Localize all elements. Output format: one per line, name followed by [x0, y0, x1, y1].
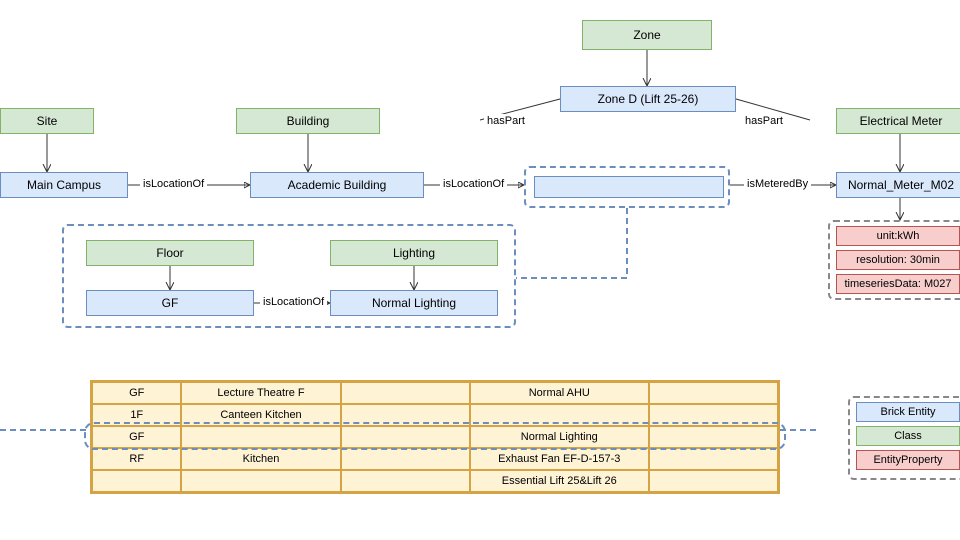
class-electrical-meter: Electrical Meter	[836, 108, 960, 134]
table-cell	[92, 470, 181, 492]
legend: Brick Entity Class EntityProperty	[848, 396, 960, 480]
table-cell: Lecture Theatre F	[181, 382, 340, 404]
edge-ismeteredby: isMeteredBy	[744, 177, 811, 191]
edge-haspart-right: hasPart	[742, 114, 786, 128]
edge-islocationof-1: isLocationOf	[140, 177, 207, 191]
prop-resolution: resolution: 30min	[836, 250, 960, 270]
entity-normal-lighting: Normal Lighting	[330, 290, 498, 316]
table-cell: GF	[92, 382, 181, 404]
table-cell: Exhaust Fan EF-D-157-3	[470, 448, 649, 470]
legend-entity-property: EntityProperty	[856, 450, 960, 470]
table-row: GFLecture Theatre F Normal AHU	[92, 382, 778, 404]
edge-islocationof-2: isLocationOf	[440, 177, 507, 191]
legend-class: Class	[856, 426, 960, 446]
table-row: Essential Lift 25&Lift 26	[92, 470, 778, 492]
entity-academic-building: Academic Building	[250, 172, 424, 198]
prop-timeseries: timeseriesData: M027	[836, 274, 960, 294]
table-cell: Kitchen	[181, 448, 340, 470]
class-site: Site	[0, 108, 94, 134]
edge-haspart-left: hasPart	[484, 114, 528, 128]
table-cell	[649, 470, 778, 492]
table-cell	[649, 448, 778, 470]
class-building: Building	[236, 108, 380, 134]
class-lighting: Lighting	[330, 240, 498, 266]
table-cell	[341, 448, 470, 470]
meter-properties-group: unit:kWh resolution: 30min timeseriesDat…	[828, 220, 960, 300]
dashed-seqs-group	[524, 166, 730, 208]
table-cell: Normal AHU	[470, 382, 649, 404]
entity-seqs-slot	[534, 176, 724, 198]
table-row-highlight	[84, 422, 786, 450]
table-row: RFKitchen Exhaust Fan EF-D-157-3	[92, 448, 778, 470]
entity-normal-meter: Normal_Meter_M02	[836, 172, 960, 198]
prop-unit: unit:kWh	[836, 226, 960, 246]
entity-main-campus: Main Campus	[0, 172, 128, 198]
table-cell	[341, 470, 470, 492]
class-floor: Floor	[86, 240, 254, 266]
table-cell: Essential Lift 25&Lift 26	[470, 470, 649, 492]
edge-islocationof-3: isLocationOf	[260, 295, 327, 309]
table-cell: RF	[92, 448, 181, 470]
entity-gf: GF	[86, 290, 254, 316]
legend-brick-entity: Brick Entity	[856, 402, 960, 422]
table-cell	[649, 382, 778, 404]
class-zone: Zone	[582, 20, 712, 50]
table-cell	[181, 470, 340, 492]
table-cell	[341, 382, 470, 404]
entity-zone-d: Zone D (Lift 25-26)	[560, 86, 736, 112]
